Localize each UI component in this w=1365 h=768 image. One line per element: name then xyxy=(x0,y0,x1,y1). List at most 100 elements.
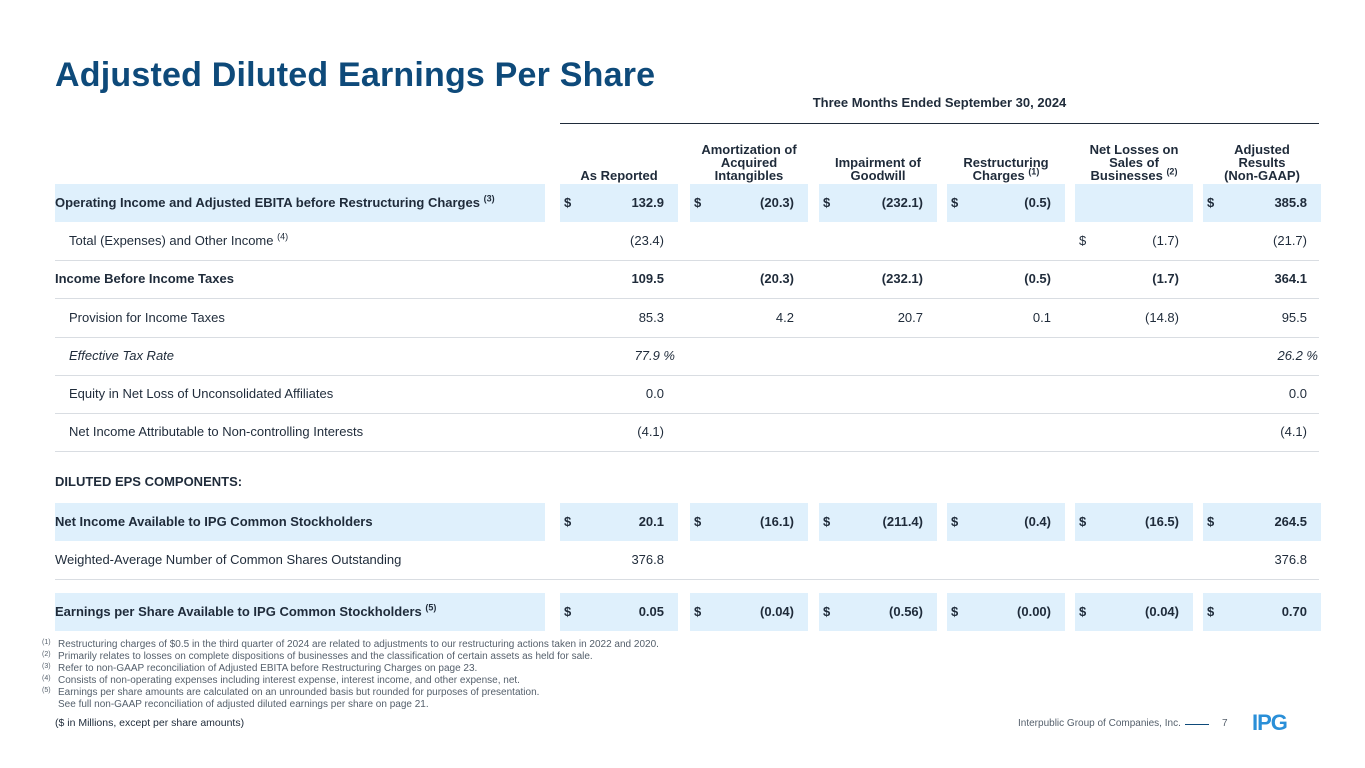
footnotes: (1) Restructuring charges of $0.5 in the … xyxy=(42,639,942,711)
table-row: Earnings per Share Available to IPG Comm… xyxy=(55,593,1321,631)
table-cell xyxy=(1075,413,1193,451)
column-header-line: Intangibles xyxy=(714,168,784,183)
column-header: Impairment of Goodwill xyxy=(819,128,937,182)
footnote-marker: (1) xyxy=(42,639,51,646)
column-header: Adjusted Results (Non-GAAP) xyxy=(1203,128,1321,182)
table-cell: $264.5 xyxy=(1203,503,1321,541)
cell-value: (4.1) xyxy=(637,424,664,440)
table-cell xyxy=(947,222,1065,260)
table-cell: 109.5 xyxy=(560,260,678,298)
cell-value: 376.8 xyxy=(631,552,664,567)
table-cell xyxy=(690,541,808,579)
table-cell: (4.1) xyxy=(1203,413,1321,451)
row-label-footnote: (5) xyxy=(425,602,437,613)
table-cell: $ (16.5) xyxy=(1075,503,1193,541)
table-cell: 26.2 % xyxy=(1203,337,1321,375)
row-label: Operating Income and Adjusted EBITA befo… xyxy=(55,184,495,222)
cell-value: 0.05 xyxy=(638,604,664,619)
page-title: Adjusted Diluted Earnings Per Share xyxy=(55,56,656,94)
currency-symbol: $ xyxy=(823,514,831,529)
row-highlight xyxy=(55,593,545,631)
table-cell: (0.5) xyxy=(947,260,1065,298)
table-cell xyxy=(819,413,937,451)
table-cell: 376.8 xyxy=(560,541,678,579)
ipg-logo: IPG xyxy=(1252,710,1288,734)
footnote-marker: (5) xyxy=(42,687,51,694)
table-row: Provision for Income Taxes 85.3 4.2 20.7 0.1… xyxy=(55,299,1319,338)
cell-value: (211.4) xyxy=(882,514,923,529)
footnote-text: Earnings per share amounts are calculate… xyxy=(58,687,540,698)
cell-value: (0.00) xyxy=(1017,604,1051,619)
table-cell xyxy=(947,413,1065,451)
footnote-text: Restructuring charges of $0.5 in the thi… xyxy=(58,639,659,650)
table-cell: 0.1 xyxy=(947,299,1065,337)
row-label: Weighted-Average Number of Common Shares… xyxy=(55,541,401,579)
column-header-footnote: (2) xyxy=(1166,166,1178,177)
cell-value: (0.4) xyxy=(1024,514,1051,529)
currency-symbol: $ xyxy=(564,195,572,210)
cell-value: 26.2 % xyxy=(1277,347,1318,363)
footnote: See full non-GAAP reconciliation of adju… xyxy=(42,699,942,711)
table-cell: $ (20.3) xyxy=(690,184,808,222)
table-cell xyxy=(690,413,808,451)
cell-value: 364.1 xyxy=(1274,271,1307,287)
row-label-text: Income Before Income Taxes xyxy=(55,271,234,287)
cell-value: (21.7) xyxy=(1273,233,1307,249)
table-cell: (20.3) xyxy=(690,260,808,298)
table-cell: $385.8 xyxy=(1203,184,1321,222)
column-header-line: Restructuring xyxy=(963,155,1049,170)
cell-value: 376.8 xyxy=(1274,552,1307,567)
column-header-line: Net Losses on xyxy=(1089,142,1179,157)
column-header-line: (Non-GAAP) xyxy=(1224,168,1300,183)
page-number: 7 xyxy=(1222,718,1228,729)
currency-symbol: $ xyxy=(1207,604,1215,619)
footnote-text: See full non-GAAP reconciliation of adju… xyxy=(58,699,429,710)
column-header-line: Adjusted xyxy=(1234,142,1290,157)
cell-value: (0.5) xyxy=(1024,271,1051,287)
table-cell: (23.4) xyxy=(560,222,678,260)
currency-symbol: $ xyxy=(1079,233,1087,249)
footnote: (2) Primarily relates to losses on comple… xyxy=(42,651,942,663)
cell-value: (0.56) xyxy=(889,604,923,619)
currency-symbol: $ xyxy=(951,604,959,619)
currency-symbol: $ xyxy=(564,514,572,529)
row-label: Earnings per Share Available to IPG Comm… xyxy=(55,593,436,631)
row-label: Equity in Net Loss of Unconsolidated Aff… xyxy=(69,375,333,413)
row-label: Net Income Attributable to Non-controlli… xyxy=(69,413,363,451)
header-divider xyxy=(560,123,1319,124)
footer-divider xyxy=(1185,724,1209,725)
cell-value: (1.7) xyxy=(1152,271,1179,287)
row-label-footnote: (4) xyxy=(277,231,289,242)
row-label-text: Earnings per Share Available to IPG Comm… xyxy=(55,604,422,619)
column-header-line: Results xyxy=(1238,155,1286,170)
table-row: Equity in Net Loss of Unconsolidated Aff… xyxy=(55,375,1319,414)
footnote: (5) Earnings per share amounts are calcul… xyxy=(42,687,942,699)
column-header-line: Businesses xyxy=(1090,168,1163,183)
table-cell: 364.1 xyxy=(1203,260,1321,298)
cell-value: (23.4) xyxy=(630,233,664,249)
table-row: Income Before Income Taxes 109.5 (20.3) (23… xyxy=(55,260,1321,300)
row-label-text: Operating Income and Adjusted EBITA befo… xyxy=(55,195,480,210)
footnote-text: Refer to non-GAAP reconciliation of Adju… xyxy=(58,663,478,674)
table-cell: 20.7 xyxy=(819,299,937,337)
column-header-line: Amortization of xyxy=(701,142,797,157)
table-row: Net Income Available to IPG Common Stock… xyxy=(55,503,1321,541)
table-cell: $0.70 xyxy=(1203,593,1321,631)
table-cell: 376.8 xyxy=(1203,541,1321,579)
currency-symbol: $ xyxy=(564,604,572,619)
table-cell xyxy=(819,222,937,260)
ipg-logo-text: IPG xyxy=(1252,710,1287,734)
footnote-marker: (2) xyxy=(42,651,51,658)
cell-value: 77.9 % xyxy=(634,347,675,363)
period-heading: Three Months Ended September 30, 2024 xyxy=(812,95,1067,110)
currency-symbol: $ xyxy=(951,514,959,529)
row-label-text: Weighted-Average Number of Common Shares… xyxy=(55,552,402,567)
table-cell: $ (16.1) xyxy=(690,503,808,541)
table-cell: $ (211.4) xyxy=(819,503,937,541)
footnote: (1) Restructuring charges of $0.5 in the … xyxy=(42,639,942,651)
table-cell: (4.1) xyxy=(560,413,678,451)
column-header: Amortization of Acquired Intangibles xyxy=(690,128,808,182)
table-cell: $ (1.7) xyxy=(1075,222,1193,260)
table-cell: $ (0.04) xyxy=(690,593,808,631)
cell-value: 4.2 xyxy=(775,309,794,325)
